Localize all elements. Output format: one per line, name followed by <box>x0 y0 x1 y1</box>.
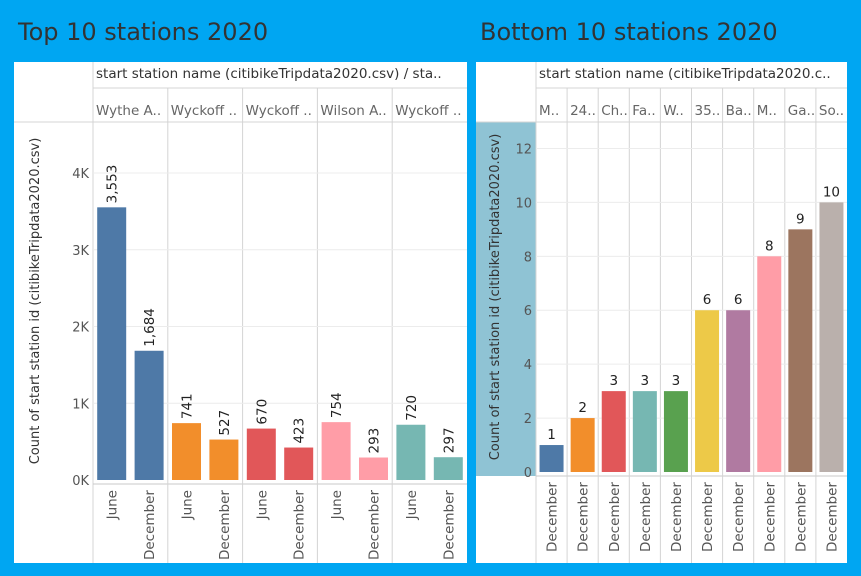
column-header-title: start station name (citibikeTripdata2020… <box>96 66 442 82</box>
data-label: 741 <box>180 393 196 419</box>
station-name-header[interactable]: 35.. <box>695 103 721 119</box>
bar[interactable] <box>757 256 782 472</box>
station-name-header[interactable]: Ba.. <box>726 103 752 119</box>
bar[interactable] <box>819 202 844 472</box>
station-name-header[interactable]: W.. <box>663 103 683 119</box>
station-name-header[interactable]: Wythe A.. <box>96 103 161 119</box>
data-label: 3 <box>609 373 618 389</box>
y-tick-label: 8 <box>524 250 532 265</box>
data-label: 10 <box>823 184 840 200</box>
data-label: 6 <box>734 292 743 308</box>
x-tick-label: December <box>292 490 308 560</box>
x-tick-label: June <box>180 490 196 520</box>
left-dashboard-title: Top 10 stations 2020 <box>18 18 269 46</box>
data-label: 1,684 <box>142 308 158 347</box>
x-tick-label: June <box>105 490 121 520</box>
station-name-header[interactable]: Wyckoff .. <box>246 103 312 119</box>
right-dashboard-title: Bottom 10 stations 2020 <box>480 18 778 46</box>
station-name-header[interactable]: M.. <box>757 103 777 119</box>
bar[interactable] <box>97 207 127 480</box>
y-tick-label: 2 <box>524 412 532 427</box>
bar[interactable] <box>321 422 351 480</box>
data-label: 1 <box>547 427 556 443</box>
y-tick-label: 1K <box>72 397 89 412</box>
y-tick-label: 3K <box>72 244 89 259</box>
station-name-header[interactable]: Wyckoff .. <box>171 103 237 119</box>
x-tick-label: June <box>254 490 270 520</box>
data-label: 527 <box>217 410 233 436</box>
y-axis-title: Count of start station id (citibikeTripd… <box>28 138 43 465</box>
bar[interactable] <box>284 447 314 480</box>
station-name-header[interactable]: Ga.. <box>788 103 815 119</box>
x-tick-label: December <box>638 482 654 552</box>
station-name-header[interactable]: So.. <box>819 103 844 119</box>
bar[interactable] <box>209 439 239 480</box>
x-tick-label: June <box>404 490 420 520</box>
y-tick-label: 4 <box>524 358 532 373</box>
data-label: 423 <box>292 418 308 444</box>
bar[interactable] <box>601 391 626 472</box>
y-tick-label: 10 <box>515 196 532 211</box>
bar[interactable] <box>788 229 813 472</box>
x-tick-label: December <box>793 482 809 552</box>
data-label: 8 <box>765 238 774 254</box>
bar[interactable] <box>246 428 276 480</box>
station-name-header[interactable]: M.. <box>539 103 559 119</box>
x-tick-label: December <box>545 482 561 552</box>
y-tick-label: 2K <box>72 321 89 336</box>
bar[interactable] <box>172 423 201 480</box>
data-label: 6 <box>703 292 712 308</box>
y-tick-label: 0 <box>524 466 532 481</box>
bar[interactable] <box>134 350 164 480</box>
bar[interactable] <box>359 457 388 480</box>
data-label: 754 <box>329 392 345 418</box>
y-axis-title: Count of start station id (citibikeTripd… <box>488 134 503 461</box>
y-axis-highlight <box>476 122 536 476</box>
bar[interactable] <box>539 445 564 472</box>
x-tick-label: June <box>329 490 345 520</box>
x-tick-label: December <box>217 490 233 560</box>
x-tick-label: December <box>367 490 383 560</box>
x-tick-label: December <box>700 482 716 552</box>
station-name-header[interactable]: Wyckoff .. <box>395 103 461 119</box>
y-tick-label: 0K <box>72 474 89 489</box>
bar[interactable] <box>695 310 720 472</box>
bar[interactable] <box>396 424 426 480</box>
station-name-header[interactable]: Ch.. <box>601 103 628 119</box>
station-name-header[interactable]: Wilson A.. <box>320 103 386 119</box>
x-tick-label: December <box>731 482 747 552</box>
x-tick-label: December <box>607 482 623 552</box>
bottom10-bar-chart[interactable]: start station name (citibikeTripdata2020… <box>476 62 847 563</box>
x-tick-label: December <box>824 482 840 552</box>
y-tick-label: 4K <box>72 167 89 182</box>
bar[interactable] <box>632 391 657 472</box>
station-name-header[interactable]: 24.. <box>570 103 596 119</box>
x-tick-label: December <box>669 482 685 552</box>
top10-bar-chart[interactable]: start station name (citibikeTripdata2020… <box>14 62 467 563</box>
y-tick-label: 6 <box>524 304 532 319</box>
bar[interactable] <box>663 391 688 472</box>
bar[interactable] <box>570 418 595 472</box>
x-tick-label: December <box>762 482 778 552</box>
data-label: 3 <box>641 373 650 389</box>
bar[interactable] <box>433 457 463 480</box>
data-label: 670 <box>254 399 270 425</box>
data-label: 3,553 <box>105 165 121 204</box>
y-tick-label: 12 <box>515 142 532 157</box>
top10-chart-panel[interactable]: start station name (citibikeTripdata2020… <box>14 62 467 563</box>
data-label: 9 <box>796 211 805 227</box>
data-label: 720 <box>404 395 420 421</box>
station-name-header[interactable]: Fa.. <box>632 103 655 119</box>
data-label: 297 <box>441 427 457 453</box>
bar[interactable] <box>726 310 751 472</box>
data-label: 2 <box>578 400 587 416</box>
bottom10-chart-panel[interactable]: start station name (citibikeTripdata2020… <box>476 62 847 563</box>
x-tick-label: December <box>441 490 457 560</box>
data-label: 293 <box>367 428 383 454</box>
data-label: 3 <box>672 373 681 389</box>
x-tick-label: December <box>576 482 592 552</box>
x-tick-label: December <box>142 490 158 560</box>
column-header-title: start station name (citibikeTripdata2020… <box>539 66 831 82</box>
